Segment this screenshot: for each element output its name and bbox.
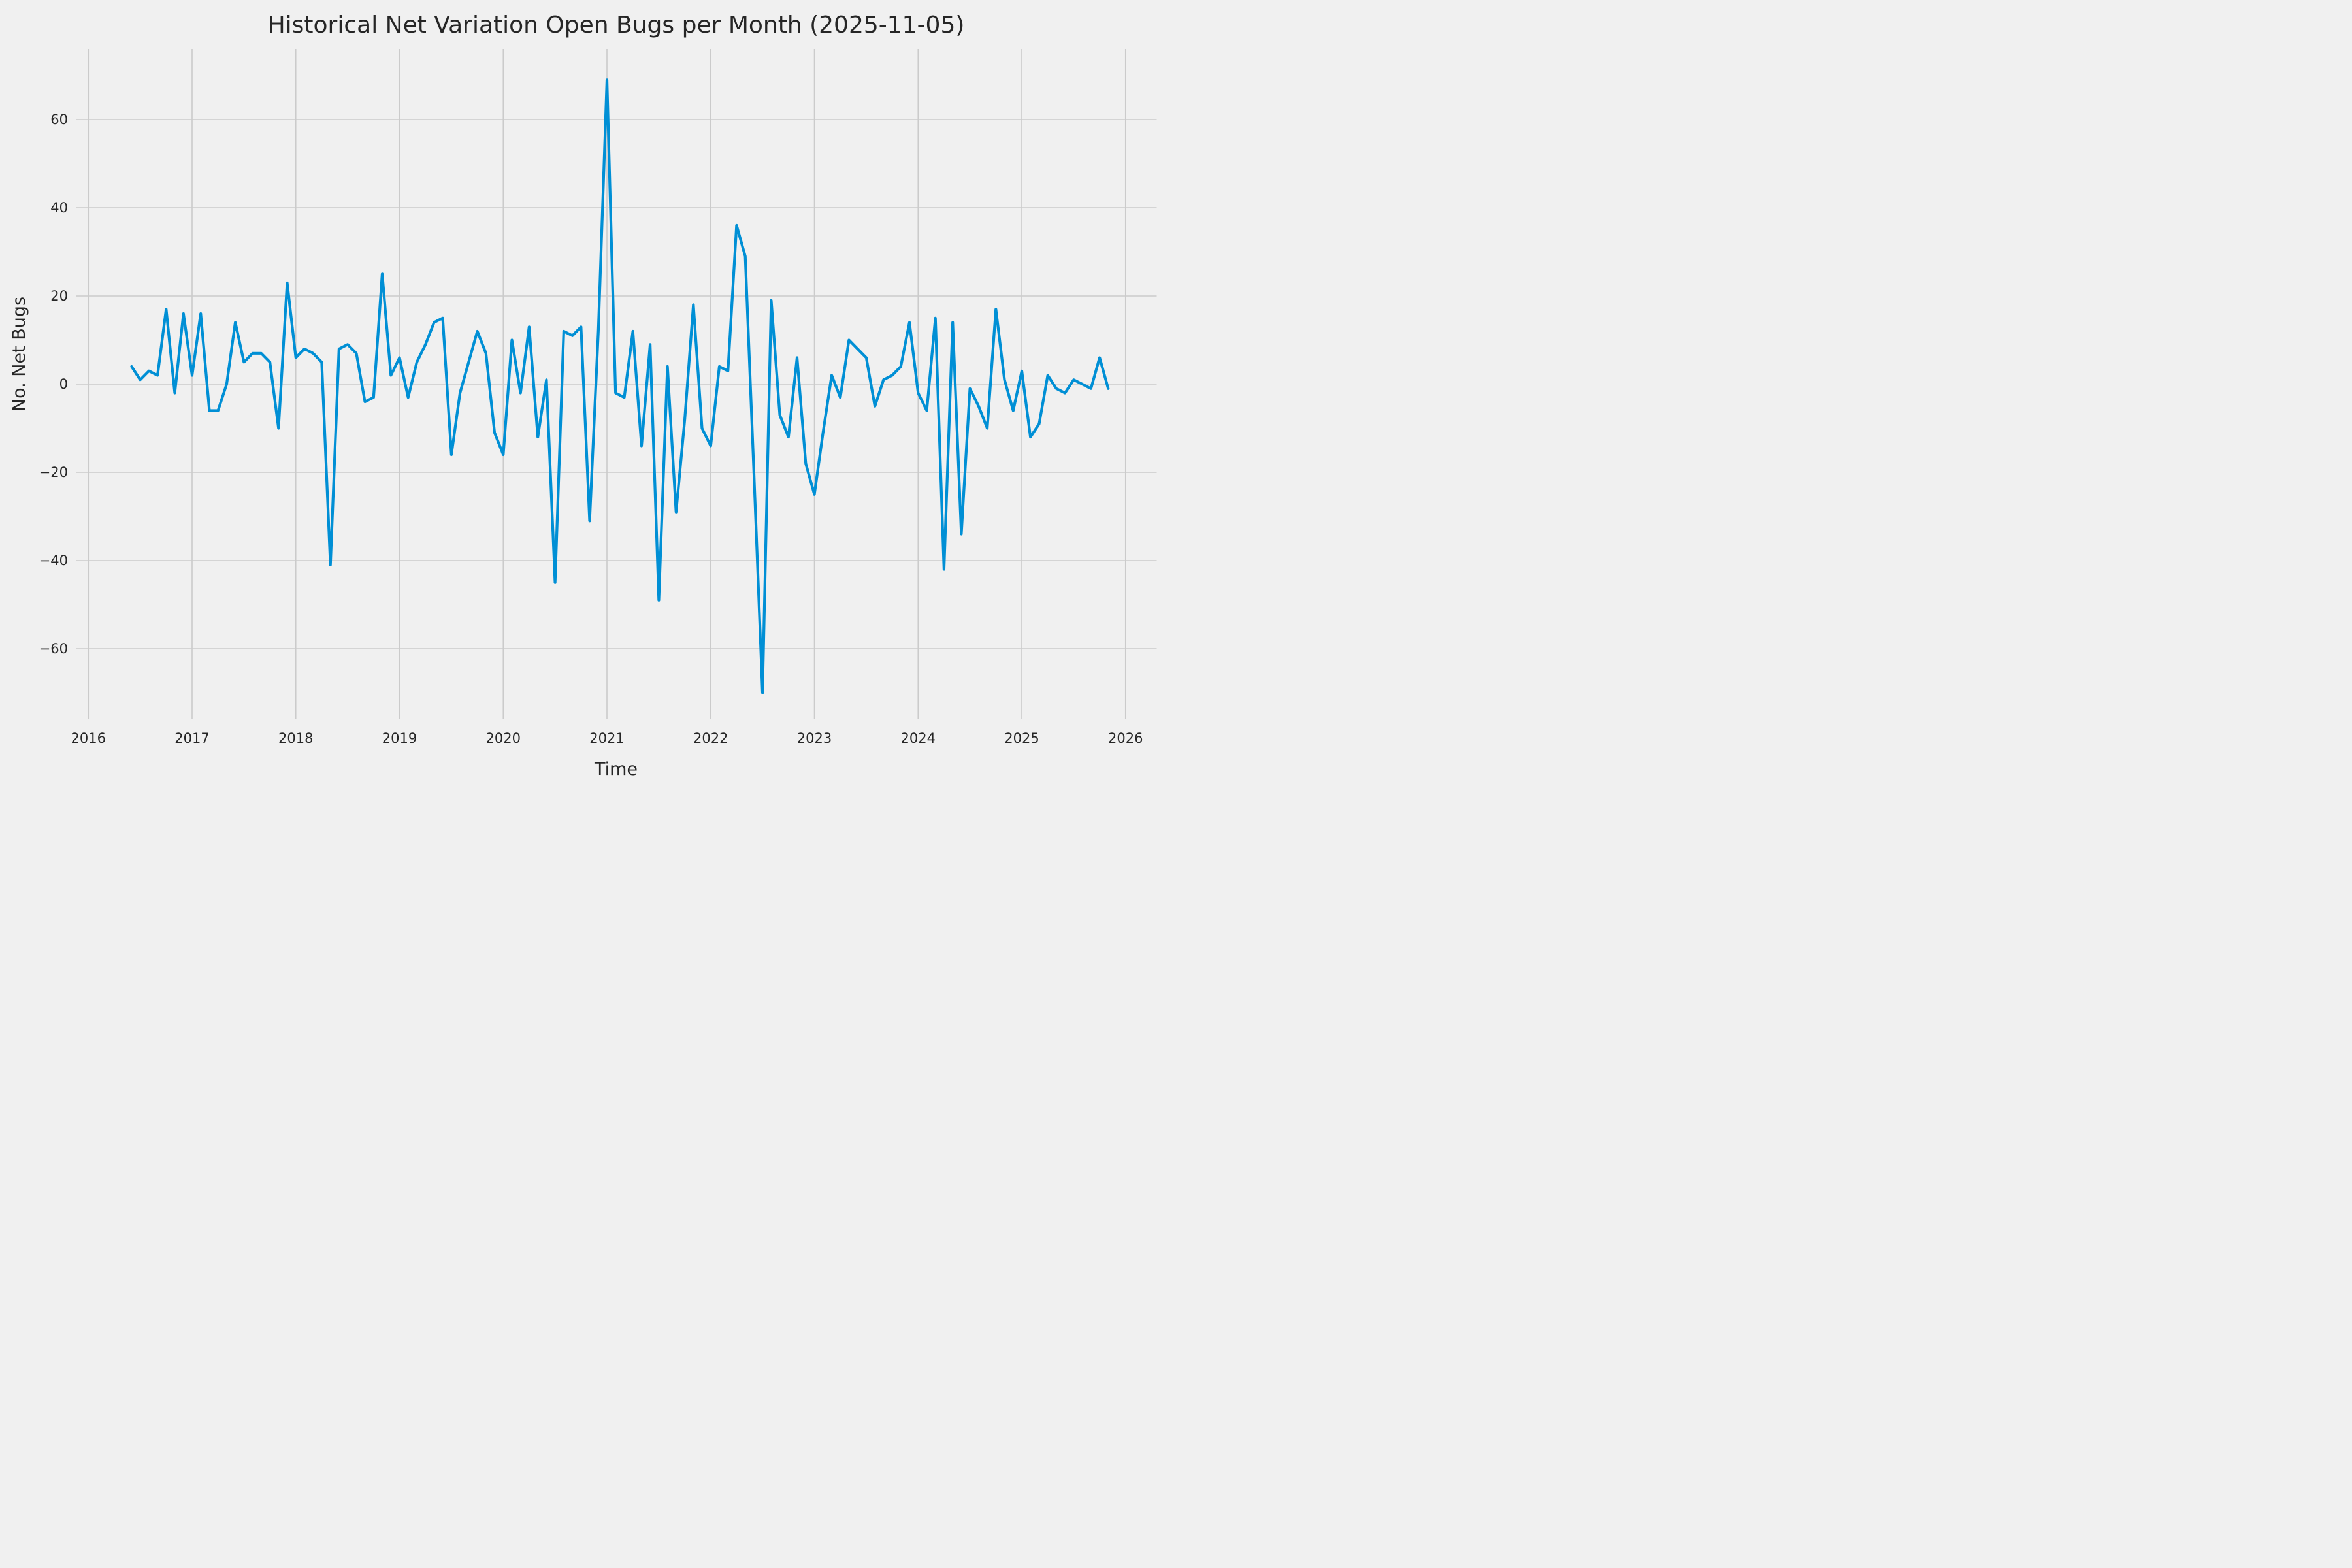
y-tick-label: −20	[39, 465, 68, 480]
y-tick-label: −40	[39, 553, 68, 568]
x-tick-labels: 2016 2017 2018 2019 2020 2021 2022 2023 2024 2025…	[71, 730, 1143, 746]
x-tick-label: 2020	[486, 730, 521, 746]
y-tick-label: 40	[50, 200, 68, 216]
y-tick-labels: 60 40 20 0 −20 −40 −60	[39, 112, 68, 657]
figure-root: 2016 2017 2018 2019 2020 2021 2022 2023 2024 2025…	[0, 0, 1176, 784]
line-chart: 2016 2017 2018 2019 2020 2021 2022 2023 2024 2025…	[9, 12, 1157, 779]
y-tick-label: −60	[39, 641, 68, 657]
x-tick-label: 2017	[174, 730, 209, 746]
grid-lines	[76, 49, 1157, 719]
x-tick-label: 2019	[382, 730, 417, 746]
x-tick-label: 2018	[278, 730, 313, 746]
data-series-group	[130, 78, 1110, 694]
chart-title: Historical Net Variation Open Bugs per M…	[268, 12, 965, 39]
x-tick-label: 2026	[1108, 730, 1143, 746]
x-tick-label: 2024	[901, 730, 936, 746]
x-tick-label: 2023	[797, 730, 832, 746]
x-tick-label: 2022	[693, 730, 728, 746]
data-line	[130, 78, 1110, 694]
x-tick-label: 2016	[71, 730, 106, 746]
y-tick-label: 0	[59, 376, 68, 392]
x-tick-label: 2021	[589, 730, 624, 746]
x-tick-label: 2025	[1004, 730, 1039, 746]
y-tick-label: 20	[50, 288, 68, 304]
x-axis-label: Time	[594, 759, 638, 779]
y-tick-label: 60	[50, 112, 68, 127]
y-axis-label: No. Net Bugs	[9, 297, 29, 412]
